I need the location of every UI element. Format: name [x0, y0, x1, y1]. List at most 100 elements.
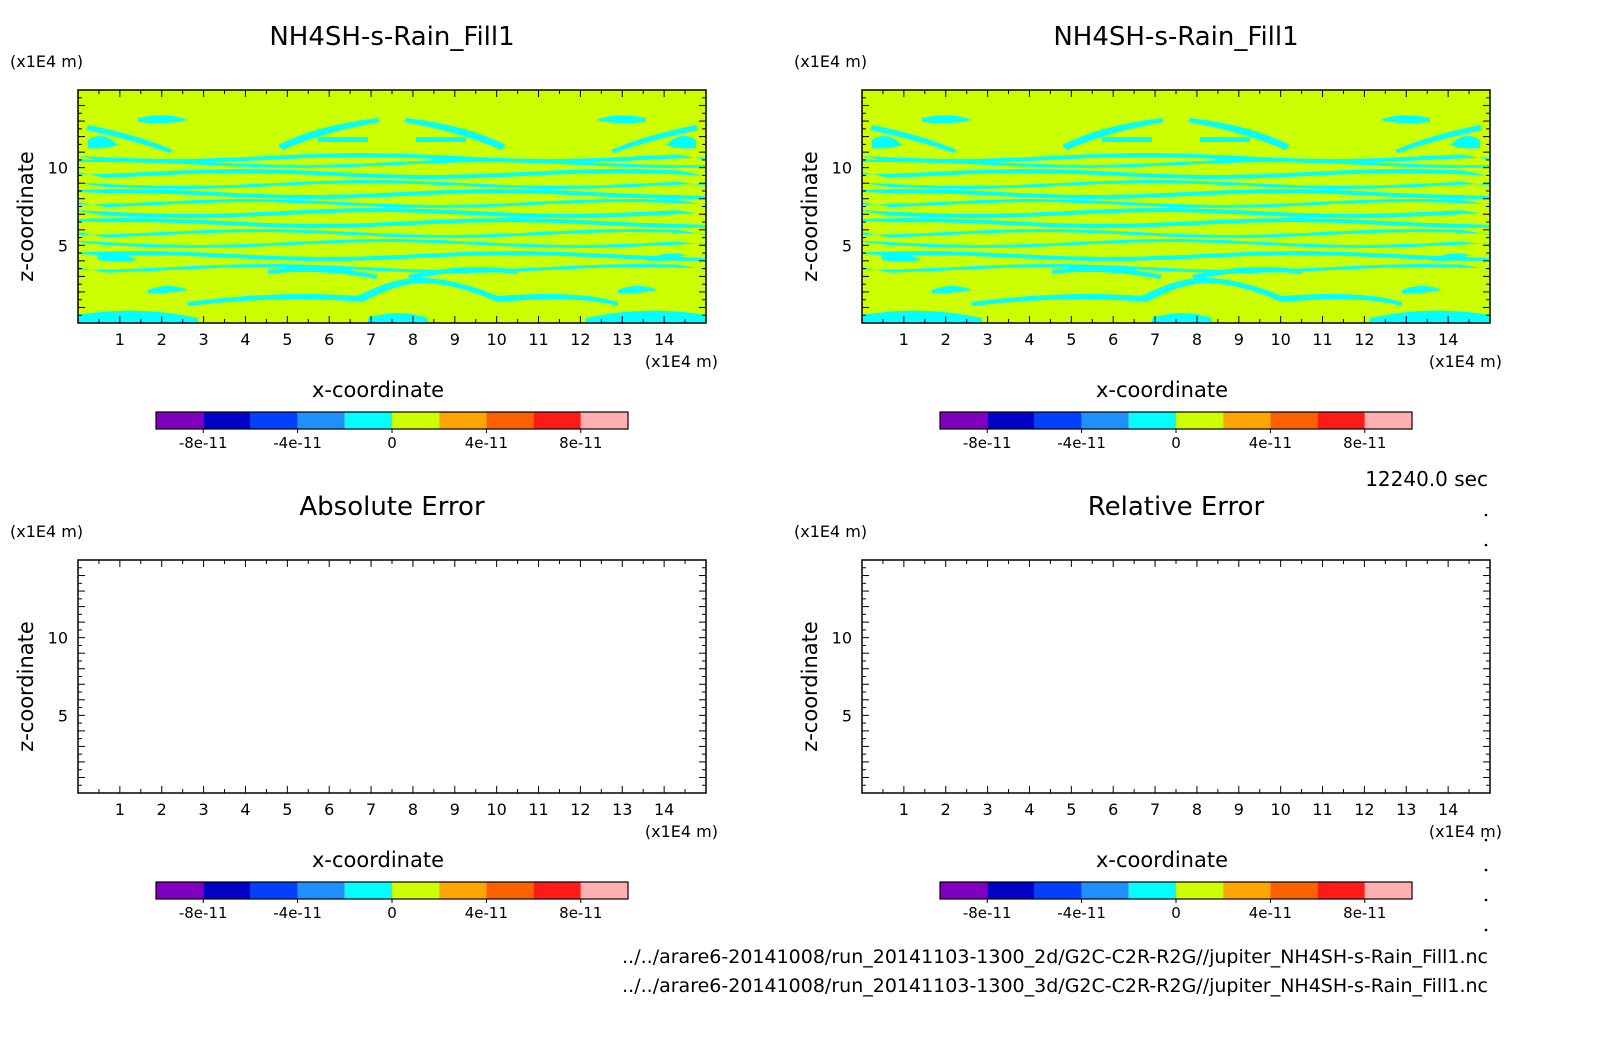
- colorbar-tick-label: -4e-11: [273, 434, 322, 452]
- field-feature: [1380, 115, 1430, 124]
- field-feature: [1192, 266, 1302, 279]
- x-tick-label: 3: [983, 330, 993, 349]
- colorbar-swatch: [987, 412, 1035, 429]
- x-unit-label: (x1E4 m): [645, 822, 718, 841]
- field-feature: [98, 253, 138, 262]
- colorbar-tick-label: -8e-11: [963, 434, 1012, 452]
- field-feature: [404, 118, 506, 150]
- panel-title: Relative Error: [1088, 492, 1265, 522]
- z-unit-label: (x1E4 m): [10, 522, 83, 541]
- field-feature: [1062, 118, 1164, 150]
- field-feature: [932, 286, 972, 294]
- colorbar-tick-label: -4e-11: [1057, 904, 1106, 922]
- colorbar-swatch: [1128, 412, 1176, 429]
- z-tick-label: 5: [58, 706, 68, 725]
- z-axis-label: z-coordinate: [14, 151, 38, 282]
- field-fill: [78, 90, 706, 323]
- file-path-1: ../../arare6-20141008/run_20141103-1300_…: [622, 946, 1488, 968]
- colorbar-swatch: [1270, 882, 1318, 899]
- x-tick-label: 12: [570, 800, 590, 819]
- z-tick-label: 5: [58, 236, 68, 255]
- colorbar-swatch: [580, 412, 628, 429]
- margin-dot: [1484, 543, 1488, 547]
- x-tick-label: 8: [1192, 330, 1202, 349]
- x-tick-label: 4: [1024, 800, 1034, 819]
- field-band: [78, 239, 706, 248]
- colorbar-swatch: [940, 412, 988, 429]
- colorbar-tick-label: -8e-11: [963, 904, 1012, 922]
- x-axis-label: x-coordinate: [1096, 848, 1228, 872]
- field-band: [78, 199, 706, 208]
- x-unit-label: (x1E4 m): [645, 352, 718, 371]
- colorbar-tick-label: 8e-11: [559, 904, 602, 922]
- colorbar-swatch: [203, 412, 251, 429]
- colorbar-tick-label: 4e-11: [465, 904, 508, 922]
- colorbar-tick-label: -4e-11: [273, 904, 322, 922]
- z-axis-label: z-coordinate: [14, 621, 38, 752]
- x-tick-label: 6: [1108, 330, 1118, 349]
- field-feature: [318, 137, 368, 142]
- colorbar-swatch: [486, 882, 534, 899]
- x-tick-label: 1: [115, 330, 125, 349]
- x-tick-label: 14: [1438, 800, 1458, 819]
- x-axis-label: x-coordinate: [1096, 378, 1228, 402]
- colorbar-tick-label: 0: [1171, 904, 1181, 922]
- colorbar-swatch: [297, 412, 345, 429]
- x-tick-label: 6: [1108, 800, 1118, 819]
- x-tick-label: 5: [282, 800, 292, 819]
- colorbar-swatch: [297, 882, 345, 899]
- field-band: [862, 251, 1490, 261]
- x-tick-label: 5: [282, 330, 292, 349]
- field-band: [862, 239, 1490, 248]
- colorbar-swatch: [392, 412, 440, 429]
- plot-frame: [861, 559, 1491, 794]
- margin-dots: [1484, 513, 1488, 932]
- time-label: 12240.0 sec: [1365, 467, 1488, 491]
- field-feature: [86, 125, 173, 153]
- x-tick-label: 7: [1150, 800, 1160, 819]
- field-feature: [611, 125, 698, 153]
- x-axis-label: x-coordinate: [312, 848, 444, 872]
- field-band: [862, 159, 1490, 168]
- field-feature: [972, 277, 1402, 306]
- z-tick-label: 10: [48, 629, 68, 648]
- x-tick-label: 7: [1150, 330, 1160, 349]
- colorbar-swatch: [486, 412, 534, 429]
- plot-frame: [77, 559, 707, 794]
- margin-dot: [1484, 868, 1488, 872]
- field-feature: [870, 125, 957, 153]
- field-feature: [1395, 125, 1482, 153]
- field-feature: [78, 310, 198, 323]
- field-band: [78, 159, 706, 168]
- z-tick-label: 5: [842, 236, 852, 255]
- colorbar-tick-label: 4e-11: [1249, 904, 1292, 922]
- field-feature: [1052, 266, 1162, 279]
- z-axis-label: z-coordinate: [798, 151, 822, 282]
- field-feature: [88, 136, 118, 149]
- x-tick-label: 13: [612, 800, 632, 819]
- x-tick-label: 6: [324, 800, 334, 819]
- z-axis-label: z-coordinate: [798, 621, 822, 752]
- field-feature: [138, 115, 188, 124]
- x-tick-label: 1: [899, 330, 909, 349]
- x-tick-label: 3: [983, 800, 993, 819]
- x-tick-label: 9: [1234, 800, 1244, 819]
- colorbar-swatch: [1128, 882, 1176, 899]
- x-tick-label: 5: [1066, 800, 1076, 819]
- x-tick-label: 14: [1438, 330, 1458, 349]
- colorbar-tick-label: -8e-11: [179, 904, 228, 922]
- field-feature: [1370, 310, 1490, 323]
- field-band: [862, 208, 1490, 218]
- colorbar-swatch: [250, 882, 298, 899]
- colorbar-swatch: [392, 882, 440, 899]
- field-feature: [596, 115, 646, 124]
- file-path-2: ../../arare6-20141008/run_20141103-1300_…: [622, 975, 1488, 997]
- colorbar-swatch: [1317, 412, 1365, 429]
- x-tick-label: 6: [324, 330, 334, 349]
- x-tick-label: 8: [408, 330, 418, 349]
- colorbar-swatch: [1364, 412, 1412, 429]
- x-tick-label: 11: [528, 800, 548, 819]
- field-feature: [278, 118, 380, 150]
